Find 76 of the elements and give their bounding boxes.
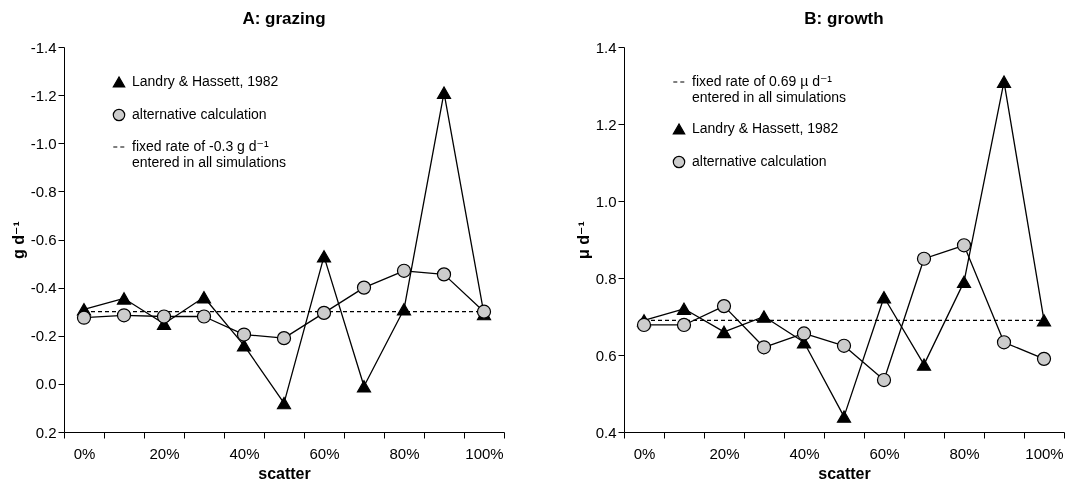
- point: [276, 331, 292, 346]
- y-tick-label: 1.0: [595, 192, 617, 210]
- x-tick-label: 60%: [869, 444, 900, 462]
- point: [116, 292, 132, 305]
- point: [1036, 351, 1052, 366]
- point: [236, 339, 252, 352]
- point: [236, 327, 252, 342]
- y-tick-label: -1.0: [30, 134, 57, 152]
- point: [196, 291, 212, 304]
- point: [76, 310, 92, 325]
- point: [716, 325, 732, 339]
- y-tick-label: -1.4: [30, 38, 57, 56]
- y-axis-title: μ d⁻¹: [574, 221, 592, 259]
- y-tick-label: 0.0: [35, 375, 57, 393]
- chart-title: B: growth: [804, 9, 884, 28]
- y-tick-label: -0.6: [30, 231, 57, 248]
- y-tick-label: 0.4: [595, 423, 617, 441]
- y-axis-title: g d⁻¹: [9, 221, 27, 259]
- y-tick-label: 1.4: [595, 38, 617, 56]
- point: [796, 326, 812, 341]
- x-tick-label: 0%: [73, 444, 96, 462]
- point: [396, 263, 412, 278]
- point: [276, 396, 292, 410]
- x-tick-label: 80%: [949, 444, 980, 462]
- point: [116, 308, 132, 323]
- point: [916, 251, 932, 266]
- x-tick-label: 100%: [465, 444, 504, 462]
- point: [676, 302, 692, 316]
- point: [836, 338, 852, 353]
- point: [436, 267, 452, 282]
- point: [356, 280, 372, 295]
- point: [836, 410, 852, 423]
- y-tick-label: 0.2: [35, 423, 57, 441]
- legend-label: Landry & Hassett, 1982: [132, 73, 279, 89]
- point: [996, 75, 1012, 88]
- point: [956, 238, 972, 253]
- point: [876, 372, 892, 388]
- x-tick-label: 80%: [389, 444, 420, 462]
- legend-label: alternative calculation: [692, 153, 827, 169]
- point: [356, 380, 372, 393]
- y-tick-label: 0.6: [595, 346, 617, 364]
- y-tick-label: 0.8: [595, 269, 617, 287]
- point: [916, 358, 932, 371]
- x-axis-title: scatter: [818, 464, 871, 482]
- chart-title: A: grazing: [242, 9, 326, 28]
- x-axis-title: scatter: [258, 464, 311, 482]
- x-tick-label: 20%: [149, 444, 180, 462]
- y-tick-label: -0.2: [30, 327, 57, 345]
- x-tick-label: 60%: [309, 444, 340, 462]
- x-tick-label: 0%: [633, 444, 656, 462]
- point: [436, 86, 452, 99]
- point: [756, 340, 772, 355]
- point: [756, 310, 772, 323]
- point: [396, 303, 412, 316]
- y-tick-label: 1.2: [595, 115, 617, 133]
- point: [676, 317, 692, 333]
- point: [316, 250, 332, 263]
- x-tick-label: 40%: [229, 444, 260, 462]
- point: [636, 317, 652, 333]
- x-tick-label: 20%: [709, 444, 740, 462]
- point: [316, 305, 332, 320]
- point: [996, 335, 1012, 350]
- point: [876, 291, 892, 304]
- point: [956, 275, 972, 289]
- y-tick-label: -0.4: [30, 279, 57, 297]
- point: [196, 309, 212, 324]
- point: [716, 299, 732, 314]
- y-tick-label: -0.8: [30, 182, 57, 200]
- point: [156, 309, 172, 324]
- x-tick-label: 100%: [1025, 444, 1064, 462]
- legend-label: Landry & Hassett, 1982: [692, 120, 839, 136]
- legend-label: alternative calculation: [132, 106, 267, 122]
- y-tick-label: -1.2: [30, 86, 57, 104]
- legend-label: fixed rate of 0.69 µ d⁻¹ entered in all simulations: [692, 73, 847, 105]
- x-tick-label: 40%: [789, 444, 820, 462]
- legend-label: fixed rate of -0.3 g d⁻¹ entered in all simulations: [132, 138, 287, 170]
